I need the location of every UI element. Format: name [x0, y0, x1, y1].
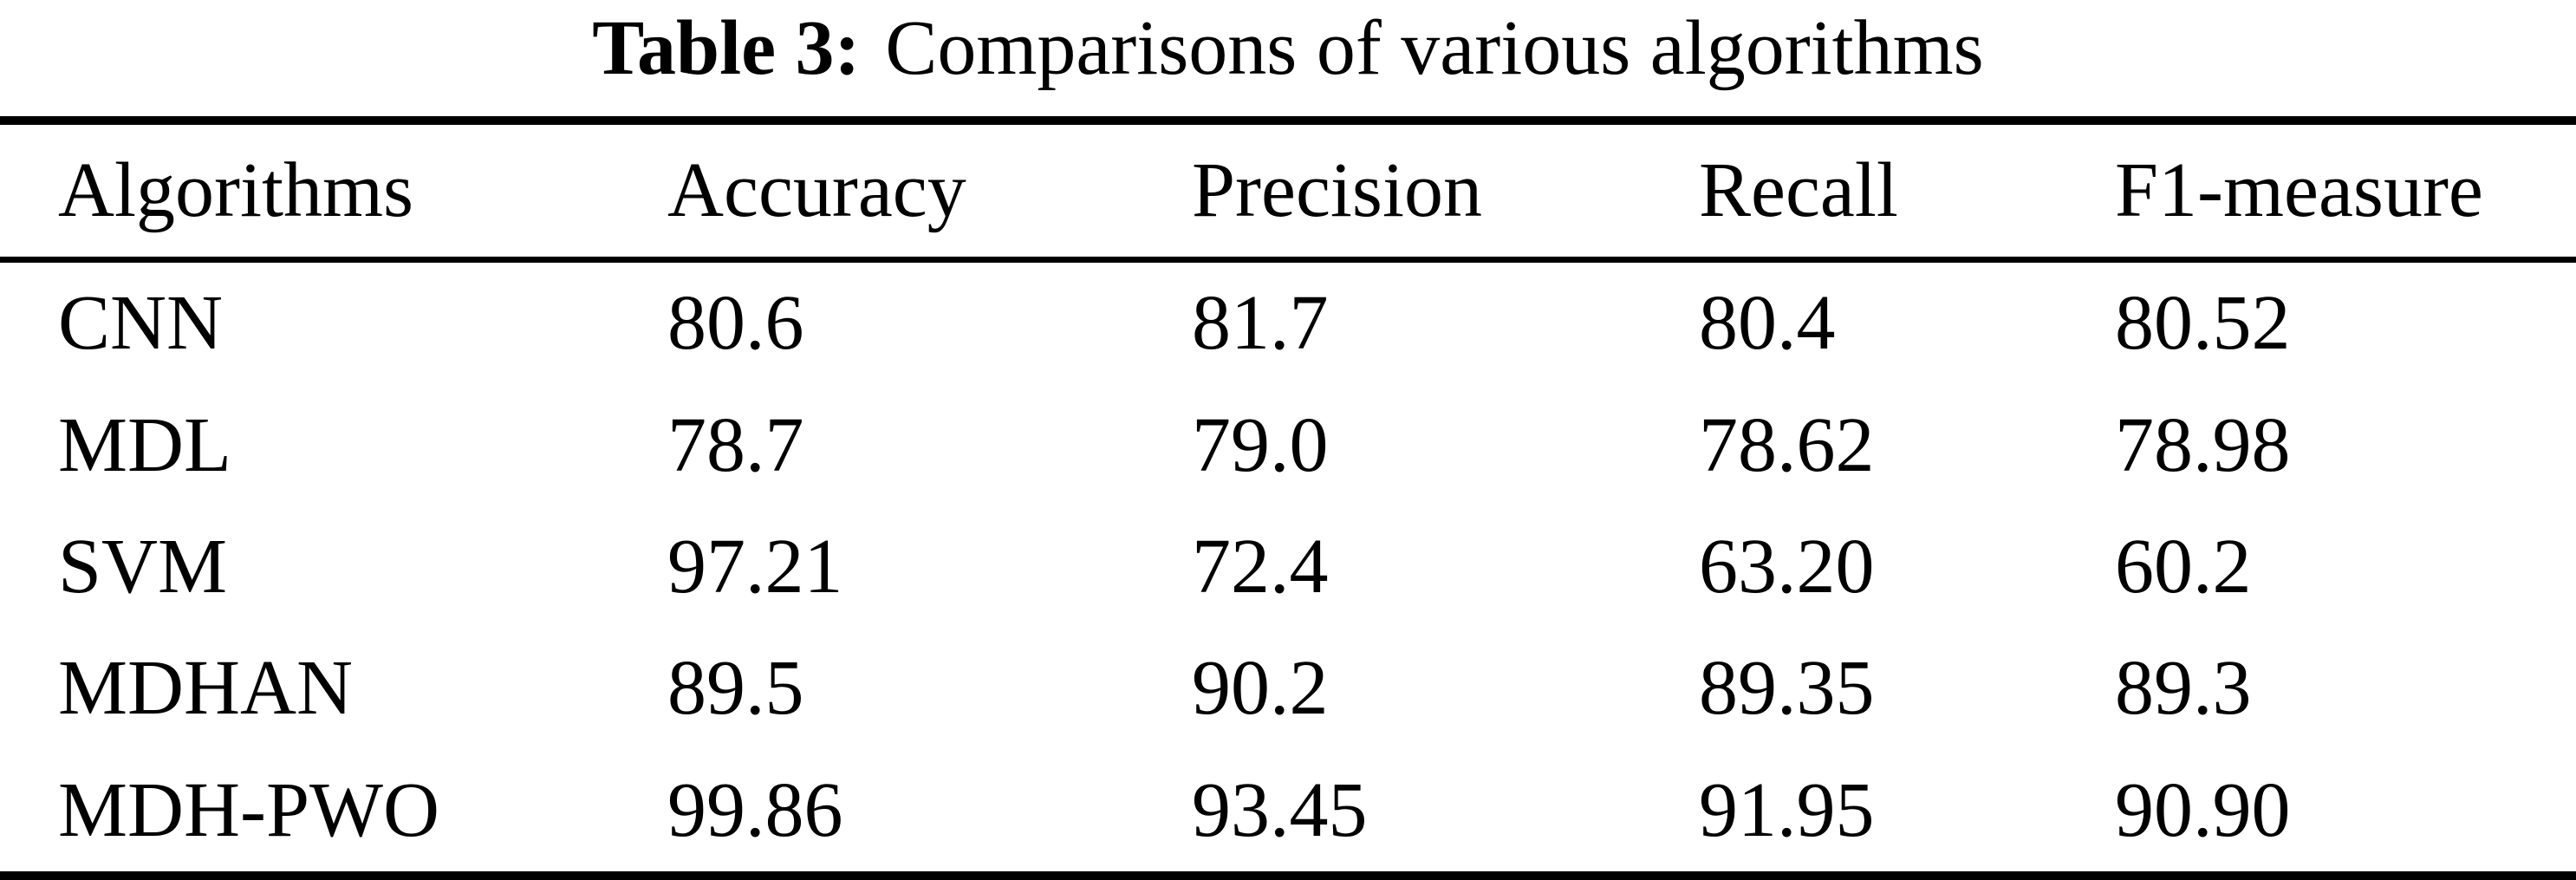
table-row-svm: SVM 97.21 72.4 63.20 60.2: [0, 506, 2576, 628]
cell-precision: 93.45: [1192, 766, 1368, 853]
cell-f1-measure: 80.52: [2115, 280, 2291, 367]
table-header-row: Algorithms Accuracy Precision Recall F1-…: [0, 125, 2576, 257]
column-header-accuracy: Accuracy: [667, 147, 966, 233]
cell-precision: 79.0: [1192, 401, 1329, 488]
table-row-mdl: MDL 78.7 79.0 78.62 78.98: [0, 384, 2576, 505]
top-rule: [0, 116, 2576, 125]
cell-accuracy: 89.5: [667, 645, 804, 732]
cell-recall: 89.35: [1699, 645, 1875, 732]
cell-precision: 81.7: [1192, 280, 1329, 367]
table-row-mdhan: MDHAN 89.5 90.2 89.35 89.3: [0, 628, 2576, 749]
cell-recall: 78.62: [1699, 401, 1875, 488]
table-caption: Table 3: Comparisons of various algorith…: [0, 0, 2576, 116]
cell-algorithm: MDL: [58, 401, 231, 488]
cell-accuracy: 80.6: [667, 280, 804, 367]
table-row-mdh-pwo: MDH-PWO 99.86 93.45 91.95 90.90: [0, 750, 2576, 871]
cell-algorithm: CNN: [58, 280, 224, 367]
cell-f1-measure: 78.98: [2115, 401, 2291, 488]
cell-algorithm: MDHAN: [58, 645, 354, 732]
cell-recall: 91.95: [1699, 766, 1875, 853]
column-header-recall: Recall: [1699, 147, 1898, 233]
cell-accuracy: 99.86: [667, 766, 843, 853]
cell-f1-measure: 90.90: [2115, 766, 2291, 853]
table-body: CNN 80.6 81.7 80.4 80.52 MDL 78.7 79.0 7…: [0, 263, 2576, 871]
cell-f1-measure: 60.2: [2115, 524, 2252, 610]
cell-f1-measure: 89.3: [2115, 645, 2252, 732]
table-caption-text: Comparisons of various algorithms: [885, 5, 1984, 91]
column-header-algorithms: Algorithms: [58, 147, 414, 233]
bottom-rule: [0, 871, 2576, 880]
cell-precision: 72.4: [1192, 524, 1329, 610]
table-caption-label: Table 3:: [592, 5, 861, 91]
cell-algorithm: SVM: [58, 524, 228, 610]
column-header-f1-measure: F1-measure: [2115, 147, 2483, 233]
cell-precision: 90.2: [1192, 645, 1329, 732]
cell-algorithm: MDH-PWO: [58, 766, 439, 853]
cell-recall: 63.20: [1699, 524, 1875, 610]
table-row-cnn: CNN 80.6 81.7 80.4 80.52: [0, 263, 2576, 384]
cell-accuracy: 78.7: [667, 401, 804, 488]
cell-recall: 80.4: [1699, 280, 1836, 367]
column-header-precision: Precision: [1192, 147, 1482, 233]
header-rule: [0, 257, 2576, 263]
cell-accuracy: 97.21: [667, 524, 843, 610]
